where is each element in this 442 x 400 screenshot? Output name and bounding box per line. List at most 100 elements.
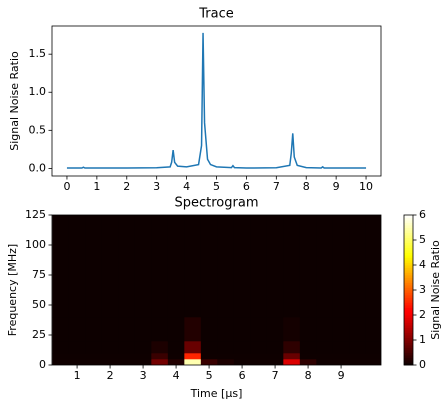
- heatmap-cell: [283, 341, 301, 354]
- x-tick-label: 6: [243, 180, 250, 193]
- heatmap-cell: [299, 341, 317, 354]
- x-tick-label: 2: [107, 369, 114, 382]
- colorbar-tick-label: 0: [419, 358, 426, 371]
- heatmap-cell: [349, 353, 367, 360]
- heatmap-cell: [184, 359, 202, 365]
- colorbar-segment: [404, 310, 413, 313]
- heatmap-cell: [118, 341, 136, 354]
- x-tick-label: 1: [74, 369, 81, 382]
- colorbar-segment: [404, 282, 413, 286]
- heatmap-cell: [349, 341, 367, 354]
- y-tick-label: 0: [39, 358, 46, 371]
- colorbar-segment: [404, 312, 413, 316]
- heatmap-cell: [134, 359, 152, 365]
- colorbar-segment: [404, 215, 413, 218]
- colorbar-segment: [404, 262, 413, 266]
- colorbar-segment: [404, 300, 413, 303]
- heatmap-cell: [266, 317, 284, 342]
- heatmap-cell: [217, 359, 235, 365]
- colorbar-segment: [404, 335, 413, 338]
- heatmap-cell: [250, 215, 268, 318]
- heatmap-cell: [85, 353, 103, 360]
- heatmap-cell: [184, 353, 202, 360]
- heatmap-cell: [101, 341, 119, 354]
- colorbar-segment: [404, 237, 413, 241]
- colorbar-segment: [404, 332, 413, 336]
- heatmap-cell: [118, 215, 136, 318]
- colorbar-label: Signal Noise Ratio: [429, 240, 442, 340]
- heatmap-cells: [52, 215, 381, 365]
- x-tick-label: 9: [333, 180, 340, 193]
- colorbar-segment: [404, 250, 413, 253]
- x-tick-label: 2: [123, 180, 130, 193]
- heatmap-cell: [217, 317, 235, 342]
- y-tick-label: 1.0: [29, 85, 47, 98]
- heatmap-cell: [52, 341, 70, 354]
- x-axis-label: Time [µs]: [190, 387, 243, 400]
- heatmap-cell: [52, 353, 70, 360]
- colorbar-segment: [404, 275, 413, 278]
- colorbar-segment: [404, 340, 413, 343]
- colorbar-segment: [404, 242, 413, 246]
- heatmap-cell: [200, 353, 218, 360]
- colorbar-segment: [404, 257, 413, 261]
- colorbar-segment: [404, 245, 413, 248]
- plot-frame: [51, 214, 382, 366]
- heatmap-cell: [233, 317, 251, 342]
- x-tick-label: 3: [153, 180, 160, 193]
- heatmap-cell: [299, 353, 317, 360]
- colorbar-segment: [404, 322, 413, 326]
- colorbar-segment: [404, 342, 413, 346]
- heatmap-cell: [118, 359, 136, 365]
- heatmap-cell: [68, 317, 86, 342]
- heatmap-cell: [167, 317, 185, 342]
- heatmap-cell: [217, 341, 235, 354]
- colorbar-segment: [404, 225, 413, 228]
- heatmap-cell: [167, 359, 185, 365]
- heatmap-cell: [349, 215, 367, 318]
- heatmap-cell: [266, 341, 284, 354]
- colorbar-segment: [404, 227, 413, 231]
- heatmap-cell: [200, 341, 218, 354]
- heatmap-cell: [184, 215, 202, 318]
- heatmap-cell: [101, 215, 119, 318]
- colorbar-tick-label: 4: [419, 258, 426, 271]
- heatmap-cell: [85, 215, 103, 318]
- colorbar-segment: [404, 267, 413, 271]
- heatmap-cell: [52, 317, 70, 342]
- colorbar-segment: [404, 355, 413, 358]
- heatmap-cell: [299, 215, 317, 318]
- colorbar-tick-label: 5: [419, 233, 426, 246]
- heatmap-cell: [151, 359, 169, 365]
- colorbar-segment: [404, 302, 413, 306]
- heatmap-cell: [151, 215, 169, 318]
- x-tick-label: 9: [338, 369, 345, 382]
- colorbar-segment: [404, 265, 413, 268]
- heatmap-cell: [365, 341, 381, 354]
- colorbar-segment: [404, 285, 413, 288]
- colorbar-segment: [404, 252, 413, 256]
- colorbar-segment: [404, 240, 413, 243]
- colorbar-tick-label: 6: [419, 208, 426, 221]
- heatmap-cell: [134, 215, 152, 318]
- x-tick-label: 4: [183, 180, 190, 193]
- heatmap-cell: [52, 359, 70, 365]
- heatmap-cell: [68, 215, 86, 318]
- colorbar-segment: [404, 317, 413, 321]
- colorbar-segment: [404, 292, 413, 296]
- heatmap-cell: [134, 341, 152, 354]
- colorbar-segment: [404, 230, 413, 233]
- colorbar-segment: [404, 295, 413, 298]
- x-tick-label: 3: [140, 369, 147, 382]
- heatmap-cell: [365, 353, 381, 360]
- y-tick-label: 75: [32, 268, 46, 281]
- colorbar-segment: [404, 350, 413, 353]
- heatmap-cell: [266, 215, 284, 318]
- colorbar-segment: [404, 277, 413, 281]
- heatmap-cell: [151, 317, 169, 342]
- y-tick-label: 125: [25, 208, 46, 221]
- heatmap-cell: [316, 353, 334, 360]
- heatmap-cell: [68, 353, 86, 360]
- heatmap-cell: [184, 317, 202, 342]
